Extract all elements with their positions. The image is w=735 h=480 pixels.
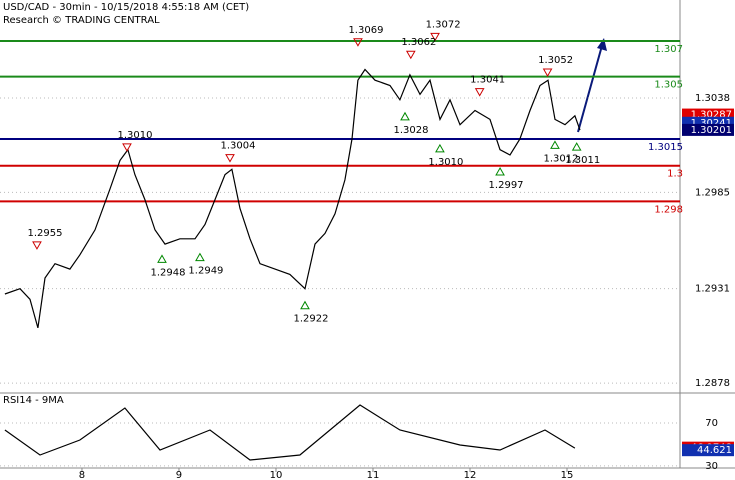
x-tick-label: 9 [176, 470, 182, 480]
high-label: 1.2955 [27, 228, 62, 239]
high-label: 1.3004 [220, 141, 255, 152]
y-tick-label: 30 [705, 461, 718, 472]
level-label: 1.3015 [648, 142, 683, 153]
low-marker [495, 167, 505, 176]
level-label: 1.305 [654, 80, 683, 91]
price-label: 1.30241 [691, 118, 732, 129]
high-marker [32, 241, 42, 250]
price-label: 44.621 [697, 445, 732, 456]
high-label: 1.3072 [426, 19, 461, 30]
low-marker [435, 143, 445, 153]
low-label: 1.2997 [489, 180, 524, 191]
chart-subtitle: Research © TRADING CENTRAL [3, 15, 160, 26]
high-marker [225, 154, 235, 163]
price-box [682, 123, 734, 136]
low-label: 1.2948 [150, 267, 185, 278]
high-label: 1.3041 [470, 75, 505, 86]
x-tick-label: 11 [367, 470, 380, 480]
level-label: 1.3 [667, 169, 683, 180]
high-marker [474, 88, 485, 97]
low-label: 1.3011 [565, 155, 600, 166]
y-tick-label: 1.3038 [695, 93, 730, 104]
low-marker [571, 142, 582, 151]
price-line [4, 68, 581, 329]
low-label: 1.3012 [543, 153, 578, 164]
x-tick-label: 15 [561, 470, 574, 480]
y-tick-label: 70 [705, 418, 718, 429]
low-marker [195, 252, 205, 262]
high-marker [405, 50, 416, 60]
price-label: 1.30201 [691, 125, 732, 136]
price-box [682, 444, 734, 457]
low-marker [300, 300, 310, 310]
high-label: 1.3052 [538, 55, 573, 66]
rsi-title: RSI14 - 9MA [3, 395, 64, 406]
high-marker [430, 32, 440, 42]
x-tick-label: 8 [79, 470, 85, 480]
low-marker [400, 111, 410, 121]
high-marker [542, 68, 553, 78]
high-label: 1.3062 [401, 37, 436, 48]
x-tick-label: 12 [464, 470, 477, 480]
level-label: 1.307 [654, 44, 683, 55]
low-label: 1.3028 [393, 125, 428, 136]
price-line [4, 404, 576, 461]
low-label: 1.2922 [293, 314, 328, 325]
forecast-arrow [577, 41, 604, 133]
chart-title: USD/CAD - 30min - 10/15/2018 4:55:18 AM … [3, 2, 249, 13]
y-tick-label: 1.2931 [695, 284, 730, 295]
high-marker [353, 38, 363, 47]
high-marker [122, 143, 132, 152]
low-marker [550, 140, 560, 149]
price-label: 1.30287 [691, 110, 732, 121]
low-label: 1.3010 [428, 157, 463, 168]
y-tick-label: 1.2985 [695, 187, 730, 198]
high-label: 1.3010 [117, 130, 152, 141]
x-tick-label: 10 [270, 470, 283, 480]
level-label: 1.298 [654, 204, 683, 215]
y-tick-label: 1.2878 [695, 378, 730, 389]
high-label: 1.3069 [348, 25, 383, 36]
low-label: 1.2949 [188, 266, 223, 277]
low-marker [157, 254, 167, 263]
